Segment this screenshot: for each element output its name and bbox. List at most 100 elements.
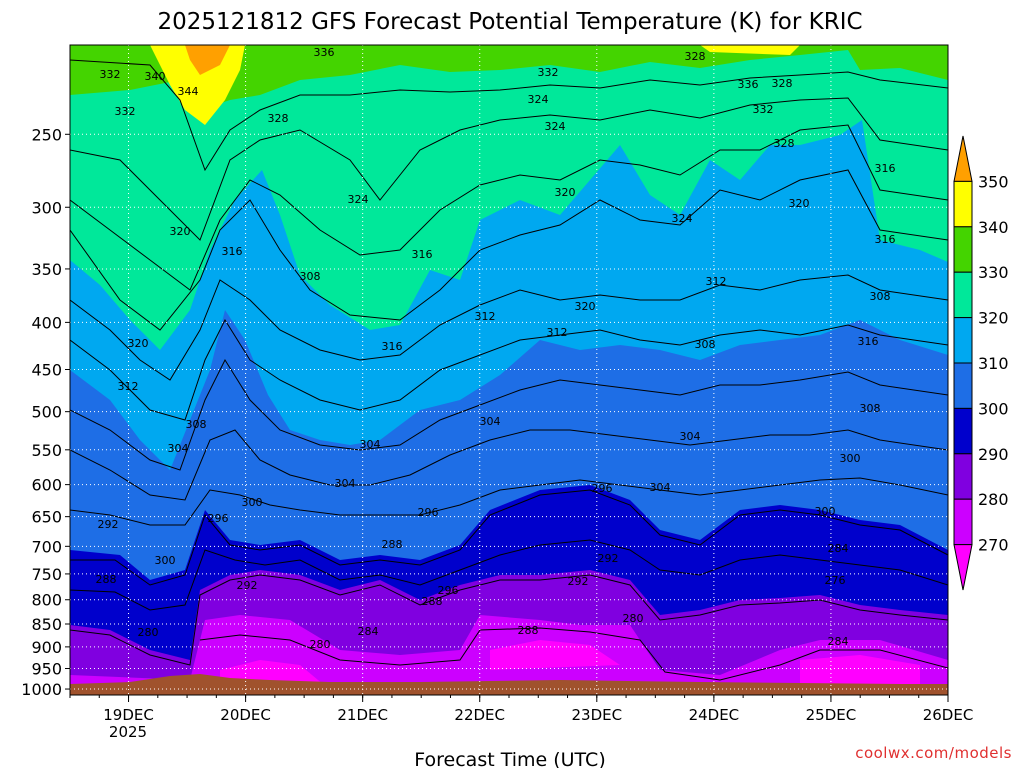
contour-label: 300 (815, 505, 836, 518)
contour-label: 336 (314, 46, 335, 59)
contour-label: 344 (178, 85, 199, 98)
colorbar-swatch (953, 317, 973, 364)
y-tick-label: 400 (31, 313, 62, 332)
x-tick-label: 26DEC (923, 706, 974, 724)
y-tick-label: 500 (31, 403, 62, 422)
contour-label: 332 (115, 105, 136, 118)
contour-label: 288 (422, 595, 443, 608)
contour-label: 328 (685, 50, 706, 63)
contour-label: 292 (98, 518, 119, 531)
colorbar-swatch (953, 271, 973, 319)
contour-label: 324 (545, 120, 566, 133)
y-axis: 250 300 350 400 450 500 550 600 650 700 750 800 850 9… (21, 125, 70, 699)
y-tick-label: 250 (31, 125, 62, 144)
contour-label: 292 (568, 575, 589, 588)
contour-label: 328 (268, 112, 289, 125)
contour-label: 316 (412, 248, 433, 261)
x-tick-label: 24DEC (689, 706, 740, 724)
contour-label: 288 (382, 538, 403, 551)
contour-label: 288 (518, 624, 539, 637)
colorbar-label: 330 (978, 263, 1009, 282)
colorbar-swatch (953, 362, 973, 409)
chart-title: 2025121812 GFS Forecast Potential Temper… (157, 9, 862, 35)
contour-label: 316 (875, 162, 896, 175)
contour-label: 312 (118, 380, 139, 393)
contour-label: 304 (650, 481, 671, 494)
contour-line (70, 489, 948, 586)
y-tick-label: 300 (31, 198, 62, 217)
colorbar-swatch (953, 498, 973, 546)
y-tick-label: 900 (31, 638, 62, 657)
contour-label: 320 (128, 337, 149, 350)
contour-label: 332 (753, 103, 774, 116)
contour-label: 280 (310, 638, 331, 651)
colorbar-label: 340 (978, 218, 1009, 237)
contour-label: 324 (528, 93, 549, 106)
colorbar-label: 270 (978, 536, 1009, 555)
contour-label: 320 (575, 300, 596, 313)
contour-label: 296 (592, 482, 613, 495)
contour-line (70, 358, 948, 471)
colorbar-label: 320 (978, 309, 1009, 328)
contour-label: 308 (860, 402, 881, 415)
colorbar-swatch (953, 226, 973, 273)
x-tick-label: 19DEC (103, 706, 154, 724)
x-tick-label: 22DEC (454, 706, 505, 724)
contour-label: 284 (828, 635, 849, 648)
y-tick-label: 950 (31, 660, 62, 679)
y-tick-label: 650 (31, 508, 62, 527)
contour-line (199, 627, 948, 681)
contour-label: 300 (155, 554, 176, 567)
plot-area (70, 45, 948, 695)
colorbar-swatch (953, 407, 973, 455)
x-tick-label: 25DEC (806, 706, 857, 724)
contour-label: 312 (475, 310, 496, 323)
grid (70, 45, 948, 695)
contour-label: 288 (96, 573, 117, 586)
contour-label: 296 (418, 506, 439, 519)
contour-line (70, 97, 948, 241)
colorbar-label: 280 (978, 490, 1009, 509)
contour-label: 304 (360, 438, 381, 451)
contour-label: 320 (789, 197, 810, 210)
contour-label: 292 (598, 552, 619, 565)
contour-label: 304 (680, 430, 701, 443)
colorbar-label: 310 (978, 354, 1009, 373)
contour-label: 300 (242, 496, 263, 509)
contour-label: 292 (237, 579, 258, 592)
colorbar-arrow-bottom (953, 544, 973, 591)
x-tick-label: 20DEC (220, 706, 271, 724)
contour-line (70, 539, 948, 611)
contour-line (70, 274, 948, 381)
contour-label: 280 (623, 612, 644, 625)
colorbar-label: 350 (978, 172, 1009, 191)
contour-label: 332 (100, 68, 121, 81)
theta-bands (70, 45, 948, 695)
y-tick-label: 700 (31, 537, 62, 556)
colorbar-label: 290 (978, 445, 1009, 464)
colorbar: 350 340 330 320 310 300 290 280 270 (953, 135, 1009, 591)
contour-label: 340 (145, 70, 166, 83)
contour-label: 316 (382, 340, 403, 353)
contour-label: 304 (480, 415, 501, 428)
contour-label: 304 (168, 442, 189, 455)
y-tick-label: 450 (31, 361, 62, 380)
contour-line (70, 318, 948, 421)
contour-label: 284 (828, 542, 849, 555)
contour-label: 304 (335, 477, 356, 490)
y-tick-label: 600 (31, 476, 62, 495)
colorbar-swatch (953, 180, 973, 228)
contour-line (70, 429, 948, 501)
contour-label: 308 (870, 290, 891, 303)
contour-label: 316 (875, 233, 896, 246)
contour-label: 308 (695, 338, 716, 351)
y-tick-label: 800 (31, 591, 62, 610)
contour-label: 300 (840, 452, 861, 465)
contour-line (70, 59, 948, 172)
contour-label: 332 (538, 66, 559, 79)
terrain (70, 674, 948, 695)
band-below-270 (220, 640, 920, 690)
contour-label: 312 (706, 275, 727, 288)
contour-label: 308 (186, 418, 207, 431)
